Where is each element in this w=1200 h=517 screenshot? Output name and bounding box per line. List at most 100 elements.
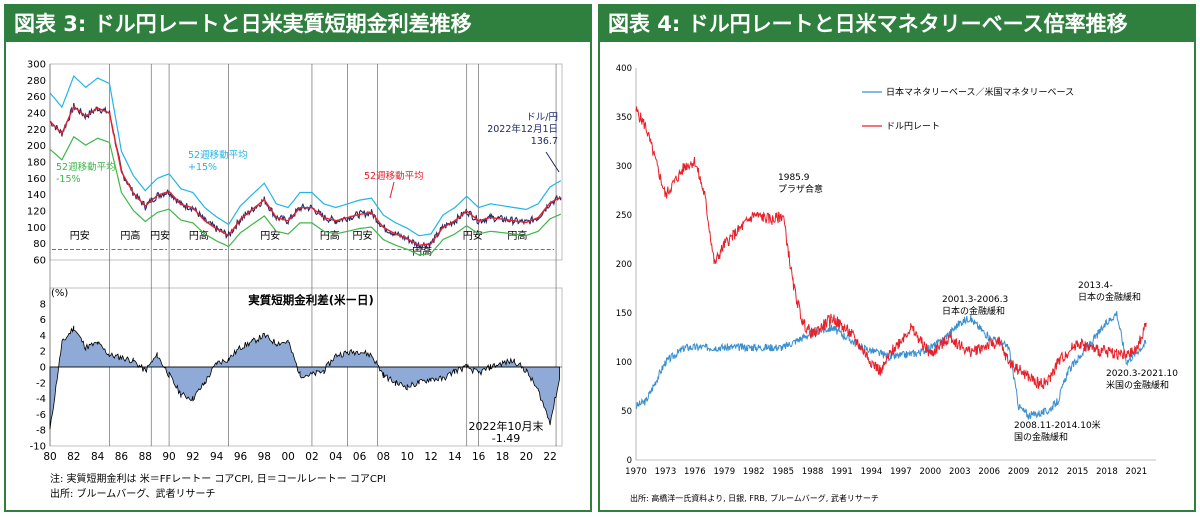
left-regime-label-6: 円安 xyxy=(353,229,373,242)
right-y-tick-400: 400 xyxy=(616,64,632,74)
left-ma52-minus15-line xyxy=(49,135,562,256)
right-x-tick-2012: 2012 xyxy=(1037,467,1059,476)
left-x-tick-88: 88 xyxy=(139,451,152,463)
right-y-tick-50: 50 xyxy=(621,407,632,417)
left-top-y-tick-80: 80 xyxy=(33,239,46,250)
right-chart-title: 図表 4: ドル円レートと日米マネタリーベース倍率推移 xyxy=(600,6,1194,42)
left-ann-usdjpy-2: 136.7 xyxy=(531,136,558,147)
left-ann-usdjpy-arrow xyxy=(545,151,560,173)
right-x-tick-2021: 2021 xyxy=(1126,467,1148,476)
left-x-tick-12: 12 xyxy=(424,451,437,463)
left-ann-usdjpy-0: ドル/円 xyxy=(526,112,558,123)
left-bottom-y-tick-1: 8 xyxy=(40,299,46,310)
left-x-tick-90: 90 xyxy=(162,451,175,463)
left-chart-svg: 3002802602402202001801601401201008060(%)… xyxy=(27,60,563,463)
right-ann-2020-1: 米国の金融緩和 xyxy=(1106,379,1169,391)
left-bottom-y-tick-3: 4 xyxy=(40,331,46,342)
left-ann-plus15-0: 52週移動平均 xyxy=(188,149,248,161)
right-x-tick-2003: 2003 xyxy=(949,467,971,476)
right-ann-2008-0: 2008.11-2014.10米 xyxy=(1014,419,1101,431)
left-ann-ma52-arrow xyxy=(389,181,395,199)
left-chart-title: 図表 3: ドル円レートと日米実質短期金利差推移 xyxy=(6,6,590,42)
left-bottom-y-tick-2: 6 xyxy=(40,315,46,326)
right-ann-plaza-0: 1985.9 xyxy=(778,173,810,183)
right-ann-plaza-1: プラザ合意 xyxy=(778,183,823,195)
left-top-y-tick-140: 140 xyxy=(27,190,46,201)
left-x-tick-14: 14 xyxy=(448,451,462,463)
left-bottom-y-tick-0: (%) xyxy=(51,288,68,299)
right-y-tick-150: 150 xyxy=(616,309,632,319)
left-bottom-y-tick-5: 0 xyxy=(40,363,46,374)
left-regime-label-0: 円安 xyxy=(70,229,90,242)
left-x-tick-98: 98 xyxy=(258,451,271,463)
left-ann-usdjpy-1: 2022年12月1日 xyxy=(487,123,558,135)
left-x-tick-02: 02 xyxy=(305,451,318,463)
left-regime-label-1: 円高 xyxy=(120,229,140,242)
right-y-tick-200: 200 xyxy=(616,260,632,270)
right-y-tick-350: 350 xyxy=(616,113,632,123)
left-regime-label-9: 円高 xyxy=(507,229,527,242)
left-top-y-tick-240: 240 xyxy=(27,109,46,120)
right-x-tick-1970: 1970 xyxy=(625,467,647,476)
right-y-tick-250: 250 xyxy=(616,211,632,221)
right-y-tick-100: 100 xyxy=(616,358,632,368)
left-top-y-tick-100: 100 xyxy=(27,223,46,234)
right-x-tick-2009: 2009 xyxy=(1008,467,1030,476)
left-regime-label-2: 円安 xyxy=(150,229,170,242)
left-ann-minus15-1: -15% xyxy=(56,174,81,185)
left-x-tick-84: 84 xyxy=(91,451,105,463)
left-source: 出所: ブルームバーグ、武者リサーチ xyxy=(50,489,216,500)
left-rate-diff-area xyxy=(49,325,560,430)
left-x-tick-86: 86 xyxy=(115,451,129,463)
right-ann-2001-1: 日本の金融緩和 xyxy=(942,305,1005,317)
left-regime-label-4: 円安 xyxy=(260,229,280,242)
right-x-tick-1985: 1985 xyxy=(772,467,794,476)
left-usdjpy-line xyxy=(49,103,562,251)
right-usdjpy-line xyxy=(635,106,1147,390)
left-top-y-tick-160: 160 xyxy=(27,174,46,185)
left-x-tick-04: 04 xyxy=(329,451,343,463)
left-x-tick-18: 18 xyxy=(496,451,509,463)
right-x-tick-1982: 1982 xyxy=(743,467,765,476)
right-ann-2020-0: 2020.3-2021.10 xyxy=(1106,369,1178,379)
left-ann-ma52: 52週移動平均 xyxy=(364,170,424,182)
right-x-tick-1988: 1988 xyxy=(802,467,824,476)
right-y-tick-0: 0 xyxy=(627,456,632,466)
left-x-tick-80: 80 xyxy=(43,451,56,463)
right-x-tick-2018: 2018 xyxy=(1096,467,1118,476)
right-legend-ratio-label: 日本マネタリーベース／米国マネタリーベース xyxy=(886,86,1074,98)
right-ann-2001-0: 2001.3-2006.3 xyxy=(942,295,1008,305)
right-ann-2013-0: 2013.4- xyxy=(1078,281,1113,291)
left-bottom-y-tick-6: -2 xyxy=(36,378,46,389)
left-x-tick-08: 08 xyxy=(377,451,390,463)
left-ma52-plus15-line xyxy=(49,75,562,237)
right-legend-usdjpy-label: ドル円レート xyxy=(886,121,940,132)
left-top-y-tick-180: 180 xyxy=(27,158,46,169)
right-x-tick-1979: 1979 xyxy=(713,467,735,476)
left-regime-label-8: 円安 xyxy=(463,229,483,242)
left-top-y-tick-300: 300 xyxy=(27,60,46,71)
right-mb-ratio-line xyxy=(635,311,1147,420)
left-top-y-tick-200: 200 xyxy=(27,141,46,152)
right-ann-2008-1: 国の金融緩和 xyxy=(1014,431,1068,443)
right-x-tick-1973: 1973 xyxy=(655,467,677,476)
right-x-tick-2000: 2000 xyxy=(920,467,942,476)
right-source: 出所: 高橋洋一氏資料より, 日銀, FRB, ブルームバーグ, 武者リサーチ xyxy=(630,494,879,503)
left-x-tick-20: 20 xyxy=(520,451,533,463)
left-bottom-y-tick-10: -10 xyxy=(30,442,46,453)
left-chart-panel: 図表 3: ドル円レートと日米実質短期金利差推移 300 280 260 240 220… xyxy=(4,4,592,512)
left-ma52-line xyxy=(49,105,562,247)
left-x-tick-82: 82 xyxy=(67,451,80,463)
left-note: 注: 実質短期金利は 米＝FFレートー コアCPI, 日＝コールレートー コアC… xyxy=(50,474,386,485)
right-chart-panel: 図表 4: ドル円レートと日米マネタリーベース倍率推移 400 350 300 250… xyxy=(598,4,1196,512)
left-ann-plus15-1: +15% xyxy=(188,162,217,173)
left-x-tick-10: 10 xyxy=(401,451,414,463)
right-x-tick-2006: 2006 xyxy=(978,467,1000,476)
left-x-tick-94: 94 xyxy=(210,451,224,463)
left-ann-diff-end-1: -1.49 xyxy=(492,432,520,445)
left-ann-diff-end-0: 2022年10月末 xyxy=(469,419,544,433)
left-x-tick-92: 92 xyxy=(186,451,199,463)
right-y-tick-300: 300 xyxy=(616,162,632,172)
right-x-tick-1976: 1976 xyxy=(684,467,706,476)
